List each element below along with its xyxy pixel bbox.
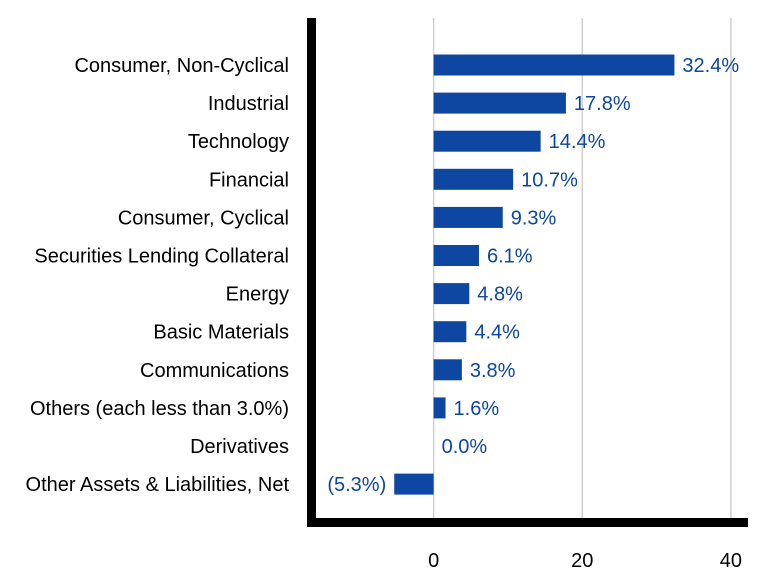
bar-4 xyxy=(433,206,503,228)
value-label-4: 9.3% xyxy=(511,207,557,229)
bar-3 xyxy=(433,168,514,190)
y-axis-line xyxy=(307,18,316,526)
value-label-2: 14.4% xyxy=(549,131,606,153)
bar-5 xyxy=(433,245,479,266)
value-label-0: 32.4% xyxy=(682,55,739,77)
category-label-11: Other Assets & Liabilities, Net xyxy=(26,474,290,496)
axes xyxy=(307,18,748,527)
bar-7 xyxy=(433,321,467,343)
x-tick-label-0: 0 xyxy=(428,550,439,572)
x-tick-label-40: 40 xyxy=(720,550,742,572)
category-label-6: Energy xyxy=(226,284,289,306)
bar-1 xyxy=(433,92,566,114)
category-labels: Consumer, Non-Cyclical Industrial Technolo… xyxy=(26,55,290,496)
value-label-5: 6.1% xyxy=(487,246,533,268)
x-tick-labels: 0 20 40 xyxy=(428,550,742,572)
bars xyxy=(394,54,675,495)
bar-0 xyxy=(433,54,675,76)
value-label-9: 1.6% xyxy=(454,398,500,420)
bar-8 xyxy=(433,359,462,381)
category-label-0: Consumer, Non-Cyclical xyxy=(74,55,289,77)
value-labels: 32.4% 17.8% 14.4% 10.7% 9.3% 6.1% 4.8% 4.4% 3.8%… xyxy=(327,55,739,496)
category-label-10: Derivatives xyxy=(190,436,289,458)
bar-2 xyxy=(433,130,541,152)
bar-11 xyxy=(394,473,434,495)
bar-6 xyxy=(433,283,470,305)
category-label-5: Securities Lending Collateral xyxy=(34,246,289,268)
value-label-3: 10.7% xyxy=(521,169,578,191)
value-label-1: 17.8% xyxy=(574,93,631,115)
category-label-7: Basic Materials xyxy=(153,322,289,344)
x-axis-line xyxy=(307,518,748,527)
value-label-10: 0.0% xyxy=(442,436,488,458)
category-label-4: Consumer, Cyclical xyxy=(118,207,289,229)
category-label-8: Communications xyxy=(140,360,289,382)
x-tick-label-20: 20 xyxy=(571,550,593,572)
category-label-9: Others (each less than 3.0%) xyxy=(30,398,289,420)
category-label-1: Industrial xyxy=(208,93,289,115)
category-label-2: Technology xyxy=(188,131,289,153)
value-label-7: 4.4% xyxy=(474,322,520,344)
category-label-3: Financial xyxy=(209,169,289,191)
bar-9 xyxy=(433,397,446,419)
value-label-6: 4.8% xyxy=(477,284,523,306)
value-label-11: (5.3%) xyxy=(327,474,386,496)
value-label-8: 3.8% xyxy=(470,360,516,382)
